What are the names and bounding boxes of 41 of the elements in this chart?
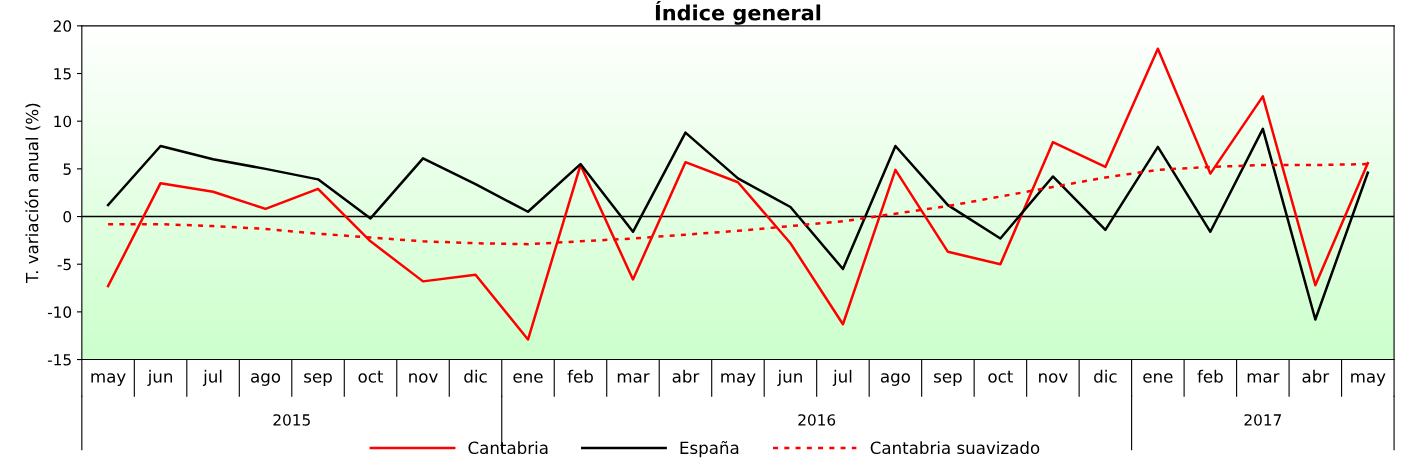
x-tick-label: mar xyxy=(1247,373,1280,383)
y-tick-label: 0 xyxy=(63,211,72,223)
x-tick-label: ene xyxy=(1143,373,1173,383)
x-tick-label: oct xyxy=(358,370,384,383)
y-tick-label: 5 xyxy=(63,163,71,175)
y-tick-label: 20 xyxy=(53,20,72,32)
x-tick-label: jun xyxy=(777,369,802,386)
x-tick-label: jul xyxy=(202,369,222,386)
x-tick-label: ago xyxy=(880,373,910,386)
x-tick-label: may xyxy=(721,373,756,386)
y-tick-label: -10 xyxy=(47,306,72,318)
x-tick-label: dic xyxy=(464,369,487,383)
legend-label: España xyxy=(680,440,739,458)
x-tick-label: abr xyxy=(1302,369,1330,383)
x-tick-label: abr xyxy=(672,369,700,383)
x-tick-label: nov xyxy=(409,373,438,383)
x-tick-label: feb xyxy=(1197,369,1223,383)
y-tick-label: 10 xyxy=(54,115,72,128)
text: 2015 xyxy=(273,414,310,426)
chart-title: Índice general xyxy=(655,1,821,25)
text: 2016 xyxy=(798,414,836,426)
x-tick-label: oct xyxy=(988,370,1013,383)
x-tick-label: ene xyxy=(513,373,543,383)
y-tick-label: 15 xyxy=(54,68,71,80)
x-tick-label: nov xyxy=(1039,373,1068,383)
x-tick-label: jun xyxy=(147,369,173,386)
x-tick-label: jul xyxy=(832,369,852,386)
x-tick-label: feb xyxy=(567,369,593,383)
x-tick-label: sep xyxy=(934,373,962,386)
x-tick-label: may xyxy=(1351,373,1386,386)
y-axis-title: T. variación anual (%) xyxy=(24,103,41,284)
x-tick-label: dic xyxy=(1094,369,1117,383)
x-tick-label: mar xyxy=(617,373,650,383)
text: 2017 xyxy=(1244,414,1281,426)
y-tick-label: -5 xyxy=(57,258,71,271)
y-tick-label: -15 xyxy=(47,354,71,366)
x-tick-label: may xyxy=(91,373,126,386)
x-tick-label: sep xyxy=(304,373,332,386)
x-tick-label: ago xyxy=(251,373,281,386)
legend-label: Cantabria suavizado xyxy=(870,441,1040,455)
legend-label: Cantabria xyxy=(468,441,548,455)
